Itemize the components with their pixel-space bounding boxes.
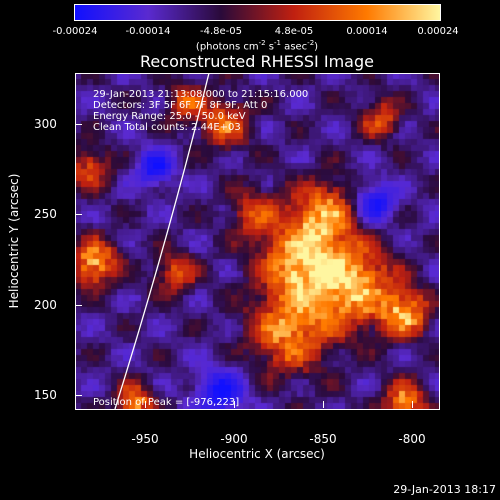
energy-range-annotation: Energy Range: 25.0 - 50.0 keV — [93, 111, 246, 122]
x-tick-label: -800 — [398, 432, 426, 446]
colorbar-tick-label: 0.00014 — [346, 26, 388, 37]
colorbar — [74, 4, 441, 21]
y-tick-label: 200 — [34, 298, 57, 312]
colorbar-tick-label: 4.8e-05 — [274, 26, 314, 37]
x-tick-label: -950 — [131, 432, 159, 446]
y-tick-mark — [75, 124, 82, 125]
x-tick-mark — [234, 401, 235, 408]
detectors-annotation: Detectors: 3F 5F 6F 7F 8F 9F, Att 0 — [93, 100, 268, 111]
colorbar-unit-label: (photons cm-2 s-1 asec-2) — [195, 39, 319, 53]
solar-limb-curve — [114, 73, 210, 409]
colorbar-tick-label: -0.00024 — [52, 26, 98, 37]
plot-title: Reconstructed RHESSI Image — [140, 52, 374, 71]
peak-position-annotation: Position of Peak = [-976,223] — [93, 397, 240, 408]
time-range-annotation: 29-Jan-2013 21:13:08.000 to 21:15:16.000 — [93, 89, 309, 100]
rhessi-image — [75, 73, 439, 409]
x-tick-label: -900 — [220, 432, 248, 446]
colorbar-tick-label: 0.00024 — [417, 26, 459, 37]
x-tick-mark — [323, 401, 324, 408]
y-tick-label: 150 — [34, 388, 57, 402]
y-tick-label: 300 — [34, 117, 57, 131]
footer-timestamp: 29-Jan-2013 18:17 — [393, 483, 496, 496]
rhessi-image-raster — [75, 73, 439, 409]
y-axis-label: Heliocentric Y (arcsec) — [7, 173, 21, 309]
solar-limb-overlay — [114, 73, 210, 409]
y-tick-label: 250 — [34, 207, 57, 221]
y-tick-mark — [75, 305, 82, 306]
colorbar-tick-label: -0.00014 — [125, 26, 171, 37]
x-axis-label: Heliocentric X (arcsec) — [189, 447, 325, 461]
x-tick-mark — [145, 401, 146, 408]
y-tick-mark — [75, 395, 82, 396]
colorbar-tick-label: -4.8e-05 — [200, 26, 242, 37]
clean-counts-annotation: Clean Total counts: 2.44E+03 — [93, 122, 241, 133]
y-tick-mark — [75, 214, 82, 215]
x-tick-mark — [412, 401, 413, 408]
x-tick-label: -850 — [309, 432, 337, 446]
